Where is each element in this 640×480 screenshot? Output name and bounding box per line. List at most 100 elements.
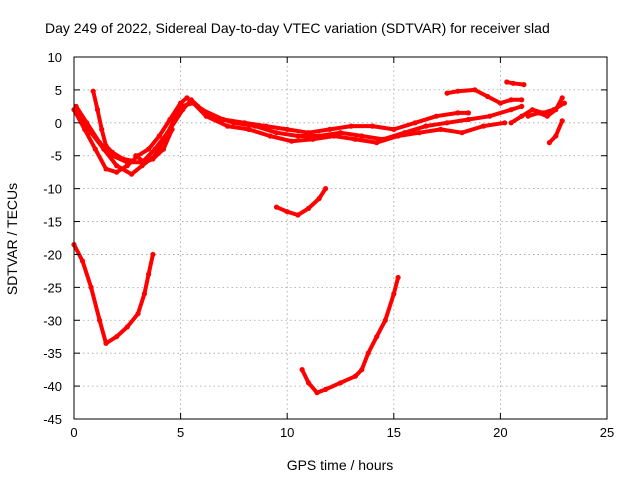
data-point [90, 88, 96, 94]
data-point [141, 159, 147, 165]
data-point [412, 120, 418, 126]
data-point [150, 251, 156, 258]
y-tick-label: 0 [55, 116, 62, 131]
data-point [525, 113, 531, 119]
data-point [529, 107, 536, 113]
data-point [553, 133, 559, 139]
data-point [519, 113, 525, 119]
data-point [184, 95, 190, 101]
data-point [352, 136, 358, 142]
data-point [519, 97, 525, 103]
data-point [374, 334, 380, 340]
data-point [544, 113, 550, 119]
data-point [146, 271, 152, 277]
data-point [156, 133, 162, 139]
x-tick-label: 20 [493, 425, 507, 440]
data-point [92, 146, 98, 152]
data-point [273, 204, 280, 210]
data-point [314, 390, 320, 396]
x-tick-label: 5 [177, 425, 184, 440]
data-point [141, 291, 147, 297]
data-point [423, 123, 429, 129]
data-point [295, 212, 301, 218]
data-point [444, 120, 450, 126]
y-tick-label: -45 [43, 412, 62, 427]
data-point [546, 140, 553, 146]
data-point [103, 143, 109, 149]
data-point [288, 138, 295, 144]
data-point [190, 100, 196, 106]
data-point [348, 123, 354, 129]
data-point [504, 79, 510, 85]
data-point [559, 118, 565, 124]
data-point [305, 130, 312, 136]
data-point [359, 133, 365, 139]
data-point [502, 120, 508, 126]
data-point [369, 123, 376, 129]
data-point [146, 146, 152, 152]
series-layer [71, 79, 568, 396]
data-point [561, 100, 568, 106]
data-point [327, 126, 333, 132]
data-point [114, 169, 120, 175]
data-point [295, 133, 301, 139]
data-point [438, 126, 444, 132]
data-point [88, 284, 94, 290]
chart-title: Day 249 of 2022, Sidereal Day-to-day VTE… [45, 20, 550, 36]
data-point [508, 107, 514, 113]
data-point [99, 126, 105, 132]
data-point [497, 100, 503, 106]
data-point [224, 123, 231, 129]
y-axis-title: SDTVAR / TECUs [4, 183, 20, 295]
data-point [316, 195, 322, 202]
data-point [510, 80, 516, 86]
data-point [133, 153, 139, 159]
data-point [416, 130, 422, 136]
data-point [167, 116, 173, 123]
data-point [323, 186, 329, 192]
x-tick-label: 0 [70, 425, 77, 440]
data-point [331, 133, 337, 139]
data-point [395, 274, 401, 281]
y-tick-label: -5 [50, 149, 62, 164]
data-point [79, 258, 86, 264]
y-tick-label: -10 [43, 182, 62, 197]
data-point [120, 156, 126, 162]
data-point [88, 130, 94, 136]
x-tick-label: 25 [600, 425, 614, 440]
y-tick-label: -40 [43, 379, 62, 394]
grid [74, 57, 607, 419]
x-tick-label: 10 [280, 425, 294, 440]
data-point [391, 291, 397, 297]
data-point [465, 110, 471, 116]
data-point [508, 120, 514, 126]
data-point [75, 110, 81, 116]
data-point [444, 90, 450, 96]
ticks: 0 5 10 15 20 25 10 5 0 -5 -10 -15 -20 -25 -30 -35 -40 -45 [43, 50, 614, 440]
data-point [395, 133, 401, 139]
data-point [337, 380, 344, 386]
data-point [273, 130, 280, 136]
data-point [299, 367, 305, 373]
y-tick-label: -20 [43, 247, 62, 262]
data-point [103, 340, 109, 346]
y-tick-label: -30 [43, 313, 62, 328]
data-point [284, 126, 290, 132]
data-point [114, 163, 120, 169]
data-point [519, 103, 525, 109]
data-point [263, 123, 269, 129]
data-point [365, 350, 371, 356]
data-point [220, 116, 226, 123]
data-point [246, 126, 252, 132]
data-point [305, 205, 312, 211]
data-point [203, 113, 209, 119]
y-tick-label: 5 [55, 83, 62, 98]
y-tick-label: -15 [43, 215, 62, 230]
data-point [131, 158, 137, 164]
plot-frame [73, 56, 608, 420]
data-point [455, 110, 461, 116]
data-point [433, 113, 439, 119]
data-point [160, 146, 167, 152]
